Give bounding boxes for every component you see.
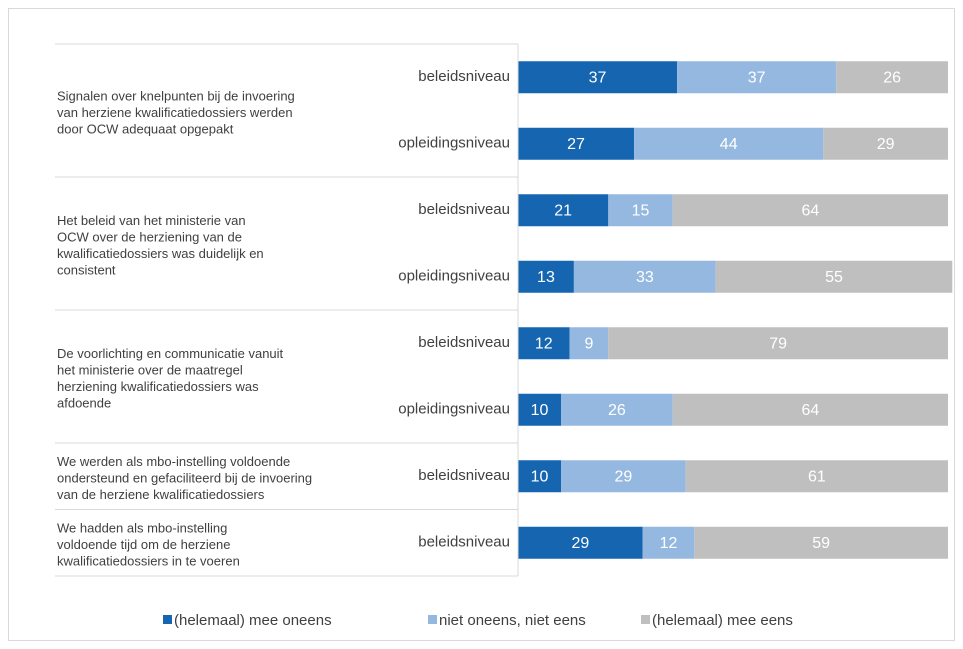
bar-segment — [573, 260, 716, 293]
value-label: 9 — [584, 335, 593, 352]
bar-segment — [642, 526, 695, 559]
group-label: OCW over de herziening van de — [57, 230, 242, 245]
group-label: consistent — [57, 263, 116, 278]
group-label: afdoende — [57, 396, 111, 411]
group-label: herziening kwalificatiedossiers was — [57, 379, 259, 394]
value-label: 15 — [632, 202, 650, 219]
bar-segment — [634, 127, 824, 160]
bar-segment — [672, 194, 948, 227]
group-label: De voorlichting en communicatie vanuit — [57, 346, 284, 361]
bar-segment — [677, 61, 837, 94]
value-label: 12 — [535, 335, 553, 352]
category-label: beleidsniveau — [418, 534, 510, 551]
value-label: 27 — [567, 136, 585, 153]
value-label: 79 — [769, 335, 787, 352]
bar-segment — [561, 460, 686, 493]
bar-segment — [608, 327, 948, 360]
legend-label: (helemaal) mee oneens — [174, 612, 332, 629]
bar-segment — [518, 260, 574, 293]
group-label: We hadden als mbo-instelling — [57, 521, 227, 536]
bar-segment — [836, 61, 948, 94]
value-label: 61 — [808, 468, 826, 485]
bar-segment — [518, 127, 635, 160]
category-label: beleidsniveau — [418, 201, 510, 218]
value-label: 64 — [802, 202, 820, 219]
category-label: opleidingsniveau — [398, 135, 510, 152]
bar-segment — [694, 526, 948, 559]
group-label: Het beleid van het ministerie van — [57, 213, 246, 228]
value-label: 10 — [531, 468, 549, 485]
value-label: 13 — [537, 269, 555, 286]
bar-segment — [569, 327, 609, 360]
category-label: beleidsniveau — [418, 334, 510, 351]
legend-swatch — [641, 615, 650, 624]
bar-segment — [518, 327, 570, 360]
legend-swatch — [163, 615, 172, 624]
bar-segment — [608, 194, 673, 227]
value-label: 12 — [660, 535, 678, 552]
bar-segment — [518, 393, 561, 426]
bar-segment — [518, 61, 678, 94]
group-label: door OCW adequaat opgepakt — [57, 121, 234, 136]
value-label: 64 — [802, 402, 820, 419]
bar-segment — [518, 526, 643, 559]
value-label: 37 — [589, 69, 607, 86]
group-label: van de herziene kwalificatiedossiers — [57, 487, 265, 502]
value-label: 33 — [636, 269, 654, 286]
value-label: 37 — [748, 69, 766, 86]
legend-label: niet oneens, niet eens — [439, 612, 586, 629]
bar-segment — [518, 194, 609, 227]
group-label: kwalificatiedossiers in te voeren — [57, 554, 240, 569]
bar-segment — [672, 393, 948, 426]
bar-segment — [715, 260, 953, 293]
group-label: Signalen over knelpunten bij de invoerin… — [57, 88, 295, 103]
group-label: kwalificatiedossiers was duidelijk en — [57, 246, 264, 261]
category-label: opleidingsniveau — [398, 268, 510, 285]
value-label: 10 — [531, 402, 549, 419]
bar-segment — [561, 393, 673, 426]
value-label: 44 — [720, 136, 738, 153]
group-label: voldoende tijd om de herziene — [57, 537, 230, 552]
group-label: van herziene kwalificatiedossiers werden — [57, 105, 293, 120]
value-label: 26 — [883, 69, 901, 86]
category-label: beleidsniveau — [418, 68, 510, 85]
value-label: 29 — [614, 468, 632, 485]
value-label: 21 — [554, 202, 572, 219]
group-label: ondersteund en gefaciliteerd bij de invo… — [57, 471, 312, 486]
group-label: We werden als mbo-instelling voldoende — [57, 454, 290, 469]
category-label: opleidingsniveau — [398, 401, 510, 418]
value-label: 29 — [571, 535, 589, 552]
bar-segment — [518, 460, 561, 493]
value-label: 59 — [812, 535, 830, 552]
legend-swatch — [428, 615, 437, 624]
value-label: 55 — [825, 269, 843, 286]
bar-segment — [823, 127, 948, 160]
value-label: 26 — [608, 402, 626, 419]
bar-segment — [685, 460, 948, 493]
category-label: beleidsniveau — [418, 467, 510, 484]
group-label: het ministerie over de maatregel — [57, 363, 243, 378]
legend-label: (helemaal) mee eens — [652, 612, 793, 629]
value-label: 29 — [877, 136, 895, 153]
